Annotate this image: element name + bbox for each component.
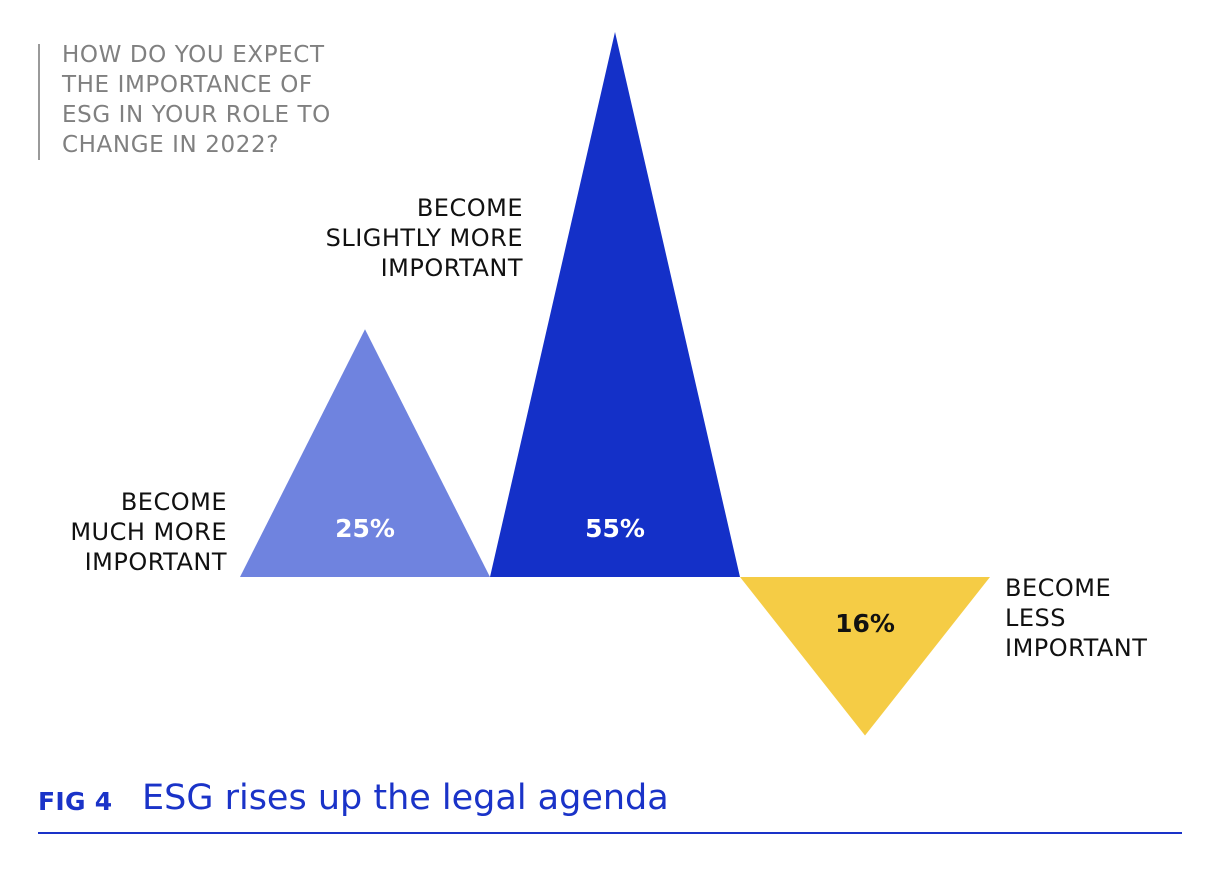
value-label-less-important: 16% xyxy=(835,609,895,638)
triangle-slightly-more-important xyxy=(490,32,740,577)
figure-title: ESG rises up the legal agenda xyxy=(142,778,669,818)
triangle-much-more-important xyxy=(240,329,490,577)
figure-footer: FIG 4 ESG rises up the legal agenda xyxy=(38,776,1182,834)
category-label-less-important: BECOME LESS IMPORTANT xyxy=(1005,574,1147,662)
value-label-slightly-more-important: 55% xyxy=(585,514,645,543)
figure-label: FIG 4 xyxy=(38,787,113,816)
triangle-less-important xyxy=(740,577,990,736)
question-accent-bar xyxy=(38,44,40,160)
category-label-much-more-important: BECOME MUCH MORE IMPORTANT xyxy=(70,488,227,576)
chart-question: HOW DO YOU EXPECT THE IMPORTANCE OF ESG … xyxy=(62,42,331,158)
value-label-much-more-important: 25% xyxy=(335,514,395,543)
category-label-slightly-more-important: BECOME SLIGHTLY MORE IMPORTANT xyxy=(326,194,523,282)
